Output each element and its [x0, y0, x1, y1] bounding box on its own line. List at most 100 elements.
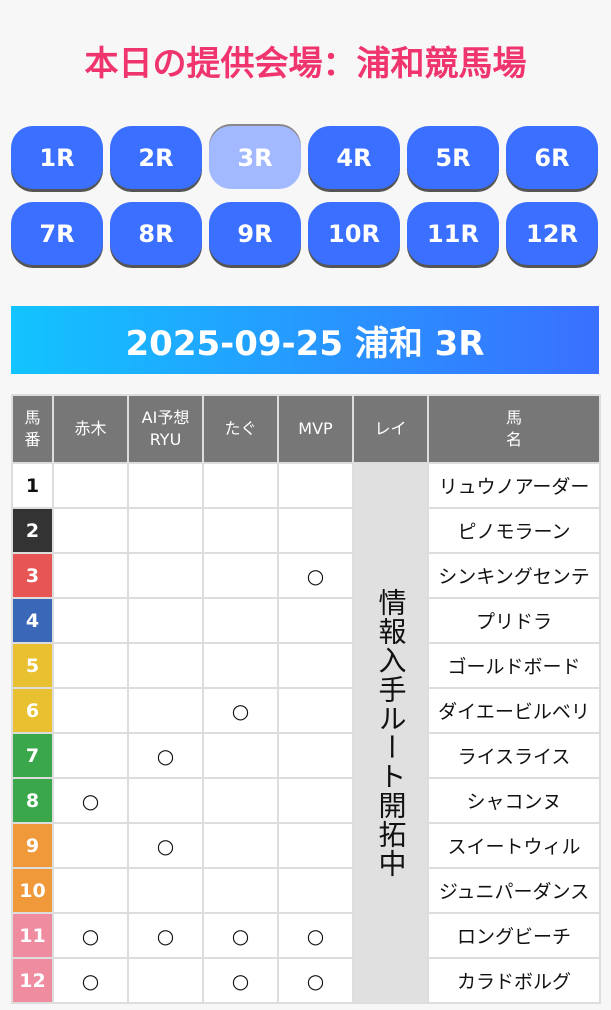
- race-button-8R[interactable]: 8R: [110, 202, 202, 265]
- table-row: 10 ジュニパーダンス: [11, 867, 601, 914]
- ai-mark: [127, 957, 204, 1004]
- mvp-mark: ○: [277, 957, 354, 1004]
- race-selector: 1R 2R 3R 4R 5R 6R 7R 8R 9R 10R 11R 12R: [11, 126, 601, 265]
- akagi-mark: ○: [52, 912, 129, 959]
- race-banner: 2025-09-25 浦和 3R: [11, 306, 599, 374]
- race-button-12R[interactable]: 12R: [506, 202, 598, 265]
- akagi-mark: [52, 867, 129, 914]
- mvp-mark: [277, 732, 354, 779]
- mvp-mark: [277, 642, 354, 689]
- tagu-mark: [202, 867, 279, 914]
- mvp-mark: [277, 822, 354, 869]
- tagu-mark: [202, 822, 279, 869]
- table-row: 12 ○ ○ ○ カラドボルグ: [11, 957, 601, 1004]
- akagi-mark: [52, 507, 129, 554]
- header-mvp: MVP: [277, 394, 354, 464]
- mvp-mark: [277, 507, 354, 554]
- table-row: 9 ○ スイートウィル: [11, 822, 601, 869]
- ai-mark: [127, 597, 204, 644]
- horse-name: ピノモラーン: [427, 507, 601, 554]
- horse-name: ダイエービルベリ: [427, 687, 601, 734]
- table-row: 3 ○ シンキングセンテ: [11, 552, 601, 599]
- prediction-table: 馬番 赤木 AI予想 RYU たぐ MVP レイ 馬名 1 情報入手ルート開拓中 リュ…: [11, 394, 601, 1004]
- akagi-mark: [52, 462, 129, 509]
- mvp-mark: [277, 777, 354, 824]
- tagu-mark: [202, 597, 279, 644]
- horse-number: 3: [11, 552, 54, 599]
- horse-number: 9: [11, 822, 54, 869]
- horse-name: リュウノアーダー: [427, 462, 601, 509]
- ai-mark: [127, 867, 204, 914]
- horse-number: 6: [11, 687, 54, 734]
- table-row: 4 プリドラ: [11, 597, 601, 644]
- mvp-mark: ○: [277, 912, 354, 959]
- horse-name: カラドボルグ: [427, 957, 601, 1004]
- race-button-10R[interactable]: 10R: [308, 202, 400, 265]
- table-row: 5 ゴールドボード: [11, 642, 601, 689]
- horse-name: ロングビーチ: [427, 912, 601, 959]
- horse-number: 2: [11, 507, 54, 554]
- header-name: 馬名: [427, 394, 601, 464]
- akagi-mark: [52, 597, 129, 644]
- horse-name: シャコンヌ: [427, 777, 601, 824]
- table-row: 2 ピノモラーン: [11, 507, 601, 554]
- race-button-5R[interactable]: 5R: [407, 126, 499, 189]
- ai-mark: [127, 552, 204, 599]
- ai-mark: [127, 687, 204, 734]
- table-row: 6 ○ ダイエービルベリ: [11, 687, 601, 734]
- horse-name: ジュニパーダンス: [427, 867, 601, 914]
- ai-mark: [127, 507, 204, 554]
- mvp-mark: [277, 687, 354, 734]
- table-row: 11 ○ ○ ○ ○ ロングビーチ: [11, 912, 601, 959]
- tagu-mark: [202, 777, 279, 824]
- ai-mark: [127, 777, 204, 824]
- tagu-mark: ○: [202, 957, 279, 1004]
- horse-name: スイートウィル: [427, 822, 601, 869]
- table-row: 7 ○ ライスライス: [11, 732, 601, 779]
- header-akagi: 赤木: [52, 394, 129, 464]
- race-button-3R[interactable]: 3R: [209, 126, 301, 189]
- ai-mark: ○: [127, 912, 204, 959]
- akagi-mark: [52, 642, 129, 689]
- tagu-mark: [202, 732, 279, 779]
- horse-number: 11: [11, 912, 54, 959]
- horse-number: 12: [11, 957, 54, 1004]
- race-button-1R[interactable]: 1R: [11, 126, 103, 189]
- akagi-mark: ○: [52, 777, 129, 824]
- akagi-mark: [52, 552, 129, 599]
- horse-name: ライスライス: [427, 732, 601, 779]
- akagi-mark: [52, 687, 129, 734]
- tagu-mark: ○: [202, 912, 279, 959]
- mvp-mark: ○: [277, 552, 354, 599]
- race-button-4R[interactable]: 4R: [308, 126, 400, 189]
- akagi-mark: [52, 822, 129, 869]
- race-button-6R[interactable]: 6R: [506, 126, 598, 189]
- header-rei: レイ: [352, 394, 429, 464]
- horse-number: 4: [11, 597, 54, 644]
- akagi-mark: [52, 732, 129, 779]
- horse-number: 5: [11, 642, 54, 689]
- table-row: 8 ○ シャコンヌ: [11, 777, 601, 824]
- race-button-7R[interactable]: 7R: [11, 202, 103, 265]
- tagu-mark: [202, 642, 279, 689]
- mvp-mark: [277, 462, 354, 509]
- header-num: 馬番: [11, 394, 54, 464]
- header-ai: AI予想 RYU: [127, 394, 204, 464]
- race-button-9R[interactable]: 9R: [209, 202, 301, 265]
- horse-number: 7: [11, 732, 54, 779]
- ai-mark: [127, 642, 204, 689]
- ai-mark: ○: [127, 732, 204, 779]
- horse-name: ゴールドボード: [427, 642, 601, 689]
- horse-name: プリドラ: [427, 597, 601, 644]
- ai-mark: ○: [127, 822, 204, 869]
- header-tagu: たぐ: [202, 394, 279, 464]
- mvp-mark: [277, 597, 354, 644]
- tagu-mark: [202, 507, 279, 554]
- horse-name: シンキングセンテ: [427, 552, 601, 599]
- race-button-2R[interactable]: 2R: [110, 126, 202, 189]
- page-title: 本日の提供会場：浦和競馬場: [84, 44, 527, 84]
- tagu-mark: [202, 552, 279, 599]
- race-button-11R[interactable]: 11R: [407, 202, 499, 265]
- mvp-mark: [277, 867, 354, 914]
- ai-mark: [127, 462, 204, 509]
